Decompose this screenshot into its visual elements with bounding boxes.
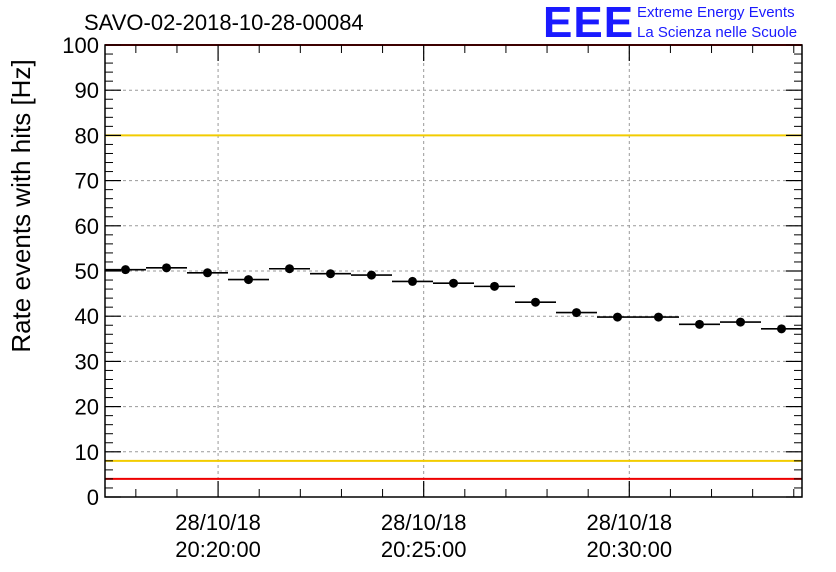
data-point: [490, 281, 499, 291]
grid: [105, 45, 802, 497]
logo-line-2: La Scienza nelle Scuole: [637, 24, 798, 41]
plot-frame: [104, 44, 803, 498]
y-tick-label: 20: [75, 395, 99, 420]
data-point: [777, 324, 786, 334]
x-tick-date: 28/10/18: [381, 510, 467, 535]
y-axis-labels: 0 10 20 30 40 50 60 70 80 90 100: [62, 33, 99, 510]
x-tick-time: 20:25:00: [381, 537, 467, 562]
y-tick-label: 70: [75, 169, 99, 194]
data-point: [367, 270, 376, 280]
y-tick-label: 40: [75, 304, 99, 329]
y-tick-label: 60: [75, 214, 99, 239]
chart-title: SAVO-02-2018-10-28-00084: [84, 10, 364, 35]
data-point: [244, 275, 253, 285]
y-tick-label: 80: [75, 123, 99, 148]
y-tick-label: 90: [75, 78, 99, 103]
data-point: [654, 312, 663, 322]
data-point: [613, 312, 622, 322]
axis-ticks: [105, 44, 802, 498]
data-point: [736, 317, 745, 327]
x-tick-time: 20:20:00: [175, 537, 261, 562]
eee-logo: EEE Extreme Energy Events La Scienza nel…: [543, 0, 833, 47]
x-tick-date: 28/10/18: [175, 510, 261, 535]
reference-lines: [105, 44, 802, 480]
y-axis-title: Rate events with hits [Hz]: [6, 59, 36, 352]
data-point: [203, 268, 212, 278]
data-point: [408, 276, 417, 286]
logo-mark: EEE: [543, 0, 635, 47]
data-point: [121, 265, 130, 275]
y-tick-label: 30: [75, 349, 99, 374]
x-tick-date: 28/10/18: [586, 510, 672, 535]
x-axis-labels: 28/10/1820:20:0028/10/1820:25:0028/10/18…: [175, 510, 672, 562]
y-tick-label: 100: [62, 33, 99, 58]
data-point: [285, 264, 294, 274]
data-point: [695, 319, 704, 329]
y-tick-label: 10: [75, 440, 99, 465]
data-point: [531, 297, 540, 307]
data-point: [162, 263, 171, 273]
x-tick-time: 20:30:00: [586, 537, 672, 562]
data-point: [572, 308, 581, 318]
data-point: [326, 269, 335, 279]
data-point: [449, 278, 458, 288]
y-tick-label: 50: [75, 259, 99, 284]
data-points: [105, 263, 802, 334]
logo-line-1: Extreme Energy Events: [637, 4, 795, 21]
y-tick-label: 0: [87, 485, 99, 510]
